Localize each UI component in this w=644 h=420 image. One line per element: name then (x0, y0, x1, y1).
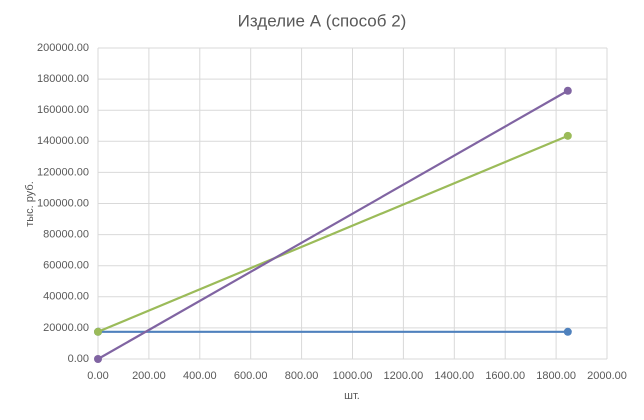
data-point (563, 327, 572, 336)
x-tick-label: 200.00 (132, 370, 166, 382)
data-point (94, 327, 102, 336)
y-tick-label: 0.00 (68, 353, 89, 365)
x-tick-label: 1000.00 (333, 370, 373, 382)
y-tick-label: 140000.00 (37, 135, 89, 147)
x-tick-label: 2000.00 (587, 370, 627, 382)
y-tick-label: 20000.00 (43, 322, 89, 334)
y-tick-label: 80000.00 (43, 229, 89, 241)
y-tick-label: 160000.00 (37, 104, 89, 116)
y-axis-title: тыс. руб. (24, 181, 36, 227)
series-line (97, 134, 569, 333)
y-tick-label: 60000.00 (43, 260, 89, 272)
x-tick-label: 0.00 (87, 370, 108, 382)
y-tick-label: 120000.00 (37, 166, 89, 178)
chart-title: Изделие А (способ 2) (238, 11, 407, 30)
x-tick-label: 1800.00 (536, 370, 576, 382)
y-tick-label: 200000.00 (37, 42, 89, 54)
x-tick-label: 1400.00 (434, 370, 474, 382)
x-tick-label: 400.00 (183, 370, 217, 382)
x-axis-title: шт. (344, 390, 360, 402)
y-tick-label: 40000.00 (43, 291, 89, 303)
series-line (97, 89, 569, 360)
y-tick-label: 100000.00 (37, 197, 89, 209)
y-tick-label: 180000.00 (37, 73, 89, 85)
x-tick-label: 600.00 (234, 370, 268, 382)
data-point (563, 131, 572, 140)
data-point (563, 86, 572, 95)
data-point (94, 355, 102, 363)
x-tick-label: 800.00 (285, 370, 319, 382)
x-tick-label: 1200.00 (384, 370, 424, 382)
x-tick-label: 1600.00 (485, 370, 525, 382)
